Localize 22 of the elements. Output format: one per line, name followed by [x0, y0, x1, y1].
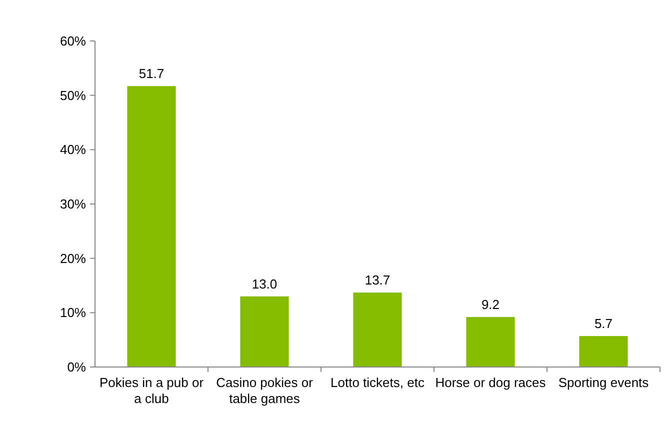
bar — [579, 336, 628, 367]
y-tick-label: 30% — [60, 196, 86, 212]
data-label: 9.2 — [481, 297, 500, 312]
x-tick-label: Sporting events — [558, 375, 650, 390]
y-tick-label: 0% — [67, 360, 86, 375]
x-tick-label: Pokies in a pub or a club — [99, 375, 204, 406]
data-label: 13.7 — [364, 272, 390, 288]
x-tick-label: Casino pokies or table games — [216, 375, 314, 406]
y-tick-label: 50% — [60, 88, 86, 103]
data-label: 5.7 — [594, 316, 613, 332]
x-tick-label: Lotto tickets, etc — [330, 375, 425, 390]
data-label: 13.0 — [252, 276, 278, 292]
bar — [127, 86, 176, 367]
y-tick-label: 10% — [60, 305, 86, 320]
bar — [240, 296, 289, 367]
x-tick-label: Horse or dog races — [435, 375, 546, 390]
bar — [353, 292, 402, 367]
y-tick-label: 20% — [60, 250, 86, 266]
bar — [466, 317, 515, 367]
y-tick-label: 60% — [60, 34, 86, 49]
data-label: 51.7 — [138, 66, 164, 82]
y-tick-label: 40% — [60, 142, 86, 158]
